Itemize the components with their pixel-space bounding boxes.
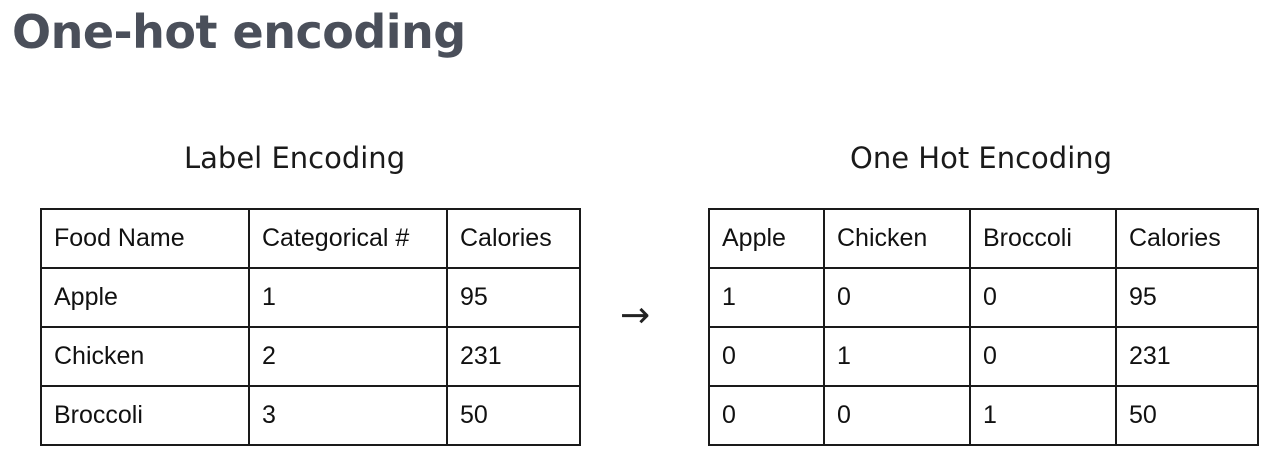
- table-header-row: Food Name Categorical # Calories: [40, 208, 581, 269]
- header-cell-apple: Apple: [708, 208, 825, 269]
- table-row: 1 0 0 95: [708, 267, 1259, 328]
- header-cell-broccoli: Broccoli: [969, 208, 1117, 269]
- one-hot-encoding-table: Apple Chicken Broccoli Calories 1 0 0 95…: [708, 208, 1259, 446]
- table-row: 0 0 1 50: [708, 385, 1259, 446]
- table-cell: 2: [248, 326, 448, 387]
- table-cell: 0: [823, 267, 971, 328]
- table-cell: 50: [446, 385, 581, 446]
- table-cell: 95: [1115, 267, 1259, 328]
- table-cell: 0: [969, 267, 1117, 328]
- label-encoding-heading: Label Encoding: [184, 141, 406, 175]
- header-cell-food-name: Food Name: [40, 208, 250, 269]
- right-arrow-icon: →: [620, 295, 651, 336]
- header-cell-categorical: Categorical #: [248, 208, 448, 269]
- table-row: Chicken 2 231: [40, 326, 581, 387]
- table-row: 0 1 0 231: [708, 326, 1259, 387]
- table-cell: 1: [248, 267, 448, 328]
- table-cell: 0: [823, 385, 971, 446]
- header-cell-calories: Calories: [446, 208, 581, 269]
- page-title: One-hot encoding: [12, 5, 466, 59]
- table-cell: 0: [969, 326, 1117, 387]
- label-encoding-table: Food Name Categorical # Calories Apple 1…: [40, 208, 581, 446]
- table-cell: Broccoli: [40, 385, 250, 446]
- table-cell: 1: [823, 326, 971, 387]
- table-row: Broccoli 3 50: [40, 385, 581, 446]
- table-cell: 231: [446, 326, 581, 387]
- table-cell: 3: [248, 385, 448, 446]
- table-cell: 95: [446, 267, 581, 328]
- table-cell: 50: [1115, 385, 1259, 446]
- table-cell: 231: [1115, 326, 1259, 387]
- one-hot-encoding-heading: One Hot Encoding: [850, 141, 1113, 175]
- table-cell: Apple: [40, 267, 250, 328]
- table-header-row: Apple Chicken Broccoli Calories: [708, 208, 1259, 269]
- header-cell-chicken: Chicken: [823, 208, 971, 269]
- table-cell: 1: [708, 267, 825, 328]
- table-row: Apple 1 95: [40, 267, 581, 328]
- table-cell: 1: [969, 385, 1117, 446]
- table-cell: 0: [708, 326, 825, 387]
- table-cell: Chicken: [40, 326, 250, 387]
- header-cell-calories: Calories: [1115, 208, 1259, 269]
- table-cell: 0: [708, 385, 825, 446]
